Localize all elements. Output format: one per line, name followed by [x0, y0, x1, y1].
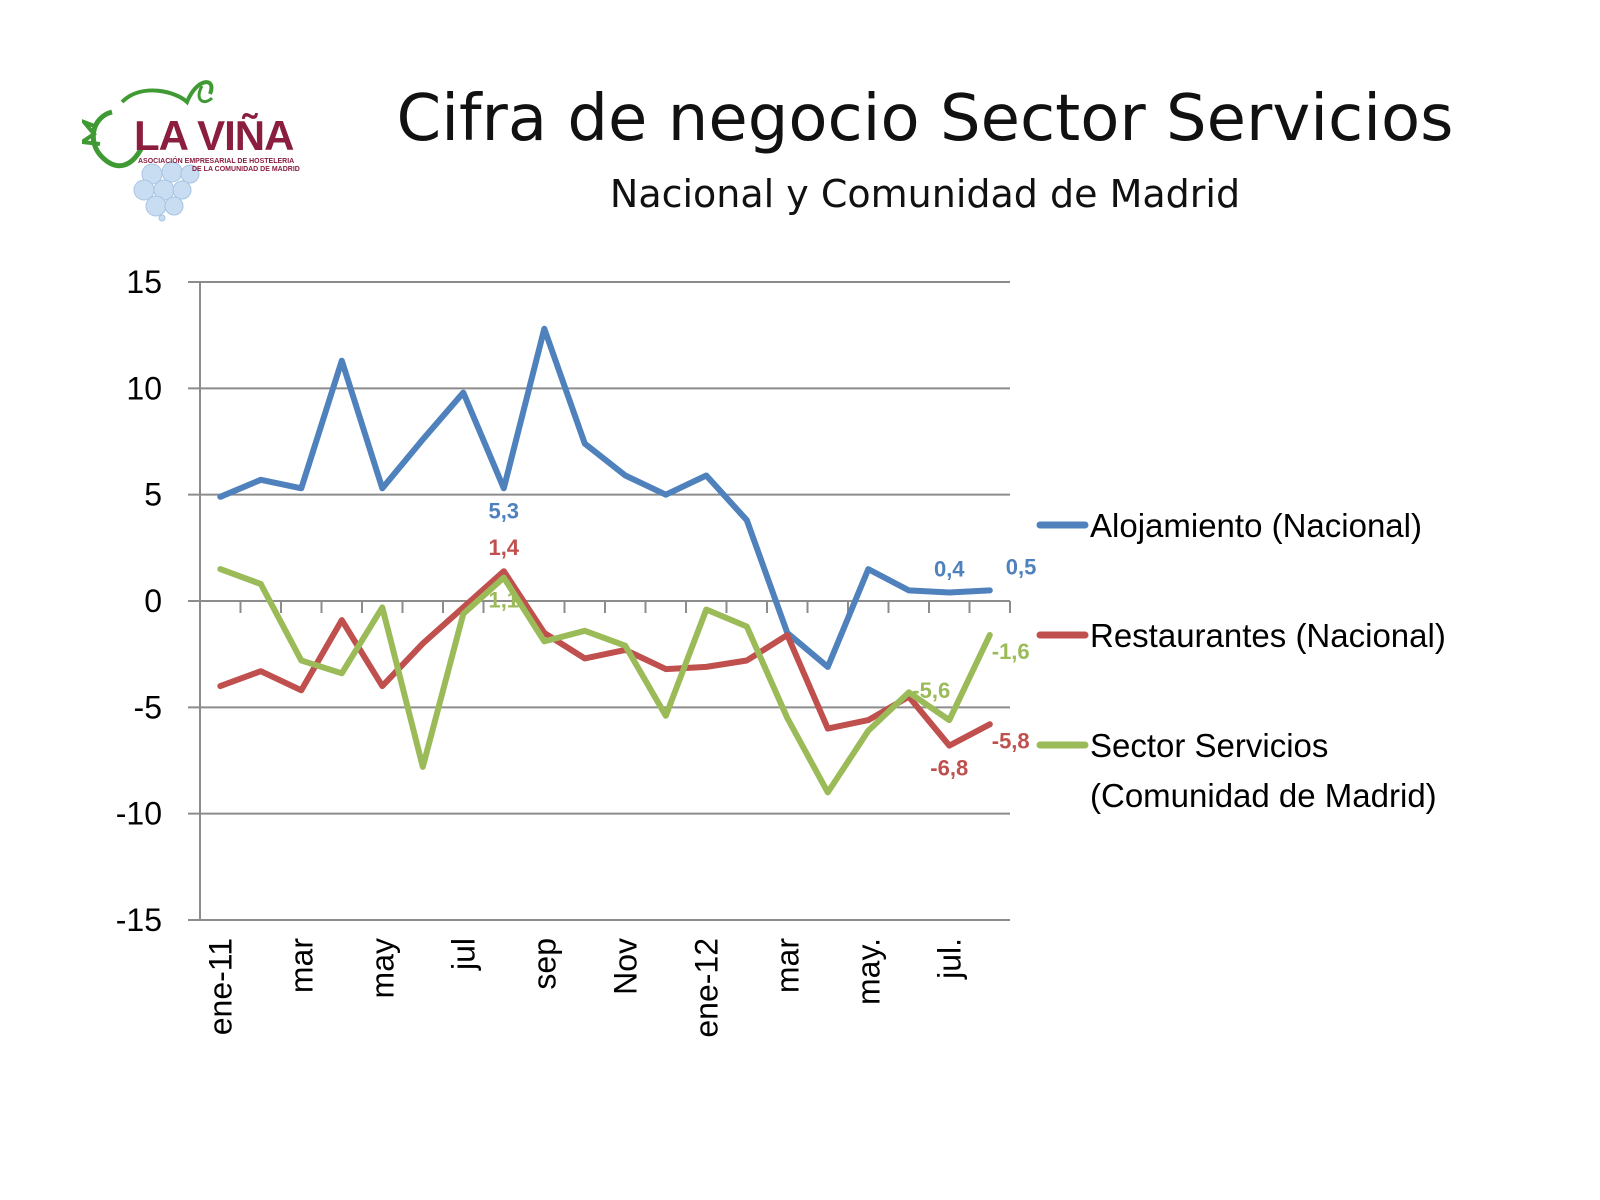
x-tick-label: sep	[526, 938, 562, 990]
x-tick-label: mar	[769, 938, 805, 993]
logo-line-2: DE LA COMUNIDAD DE MADRID	[192, 166, 300, 173]
data-label: 5,3	[488, 498, 519, 523]
series-line-2	[217, 568, 993, 749]
y-tick-label: 5	[144, 477, 162, 513]
data-label: -5,8	[992, 728, 1030, 753]
x-tick-label: jul	[445, 938, 481, 971]
slide-title: Cifra de negocio Sector Servicios	[396, 82, 1454, 156]
la-vina-logo: LA VIÑA ASOCIACIÓN EMPRESARIAL DE HOSTEL…	[76, 72, 342, 222]
logo-name: LA VIÑA	[134, 112, 294, 159]
data-label: 0,4	[934, 556, 965, 581]
legend-label: Alojamiento (Nacional)	[1090, 507, 1422, 544]
data-label: 0,5	[1006, 554, 1037, 579]
x-tick-label: may	[364, 938, 400, 998]
x-tick-label: mar	[283, 938, 319, 993]
legend-label: Restaurantes (Nacional)	[1090, 617, 1446, 654]
data-label: -6,8	[930, 756, 968, 781]
x-tick-label: ene-12	[688, 938, 724, 1038]
x-tick-label: ene-11	[202, 938, 238, 1035]
x-tick-label: jul.	[931, 938, 967, 980]
y-tick-label: 10	[126, 370, 162, 406]
logo-line-1: ASOCIACIÓN EMPRESARIAL DE HOSTELERIA	[138, 158, 295, 165]
y-tick-label: 0	[144, 583, 162, 619]
y-tick-label: -10	[116, 796, 162, 832]
legend-label: (Comunidad de Madrid)	[1090, 777, 1437, 814]
data-label: -5,6	[912, 678, 950, 703]
series-line-1	[217, 325, 993, 670]
y-tick-label: 15	[126, 264, 162, 300]
legend-label: Sector Servicios	[1090, 727, 1328, 764]
x-tick-label: may.	[850, 938, 886, 1005]
y-tick-label: -5	[134, 689, 162, 725]
data-label: 1,4	[488, 535, 519, 560]
x-tick-label: Nov	[607, 938, 643, 995]
slide-subtitle: Nacional y Comunidad de Madrid	[609, 172, 1241, 216]
data-label: -1,6	[992, 639, 1030, 664]
vine-grape-icon	[76, 80, 214, 222]
series-line-3	[217, 566, 993, 796]
data-label: 1,1	[488, 588, 519, 613]
y-tick-label: -15	[116, 902, 162, 938]
